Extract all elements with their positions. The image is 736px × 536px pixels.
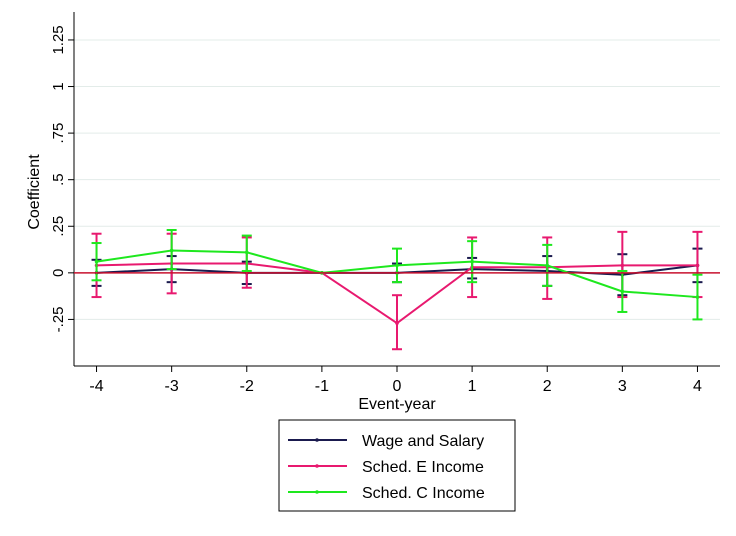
y-tick-label: .25 — [50, 216, 67, 237]
legend-label: Sched. C Income — [362, 485, 485, 502]
legend-marker — [315, 464, 319, 468]
y-axis-label: Coefficient — [26, 154, 43, 230]
data-point — [169, 248, 174, 253]
y-tick-label: 0 — [50, 269, 67, 277]
y-tick-label: .75 — [50, 123, 67, 144]
x-tick-label: 0 — [393, 378, 402, 395]
y-tick-label: 1 — [50, 82, 67, 90]
data-point — [695, 295, 700, 299]
series-2 — [91, 228, 703, 321]
x-axis-ticks: -4 -3 -2 -1 0 1 2 3 4 — [89, 366, 702, 395]
x-tick-label: -3 — [165, 378, 179, 395]
data-point — [545, 263, 550, 268]
legend-marker — [315, 438, 319, 442]
y-tick-label: -.25 — [50, 306, 67, 332]
data-point — [395, 321, 399, 325]
legend: Wage and Salary Sched. E Income Sched. C I… — [278, 419, 516, 512]
x-tick-label: 4 — [693, 378, 702, 395]
x-tick-label: -1 — [315, 378, 329, 395]
data-point — [695, 263, 700, 268]
series — [74, 228, 720, 351]
data-point — [244, 250, 249, 255]
x-tick-label: 3 — [618, 378, 627, 395]
x-tick-label: 1 — [468, 378, 477, 395]
legend-label: Sched. E Income — [362, 459, 484, 476]
x-tick-label: -4 — [89, 378, 103, 395]
x-tick-label: 2 — [543, 378, 552, 395]
y-tick-label: .5 — [50, 173, 67, 186]
data-point — [620, 263, 625, 268]
data-point — [395, 263, 399, 268]
y-tick-label: 1.25 — [50, 25, 67, 54]
legend-label: Wage and Salary — [362, 433, 484, 450]
data-point — [620, 289, 625, 294]
x-tick-label: -2 — [240, 378, 254, 395]
data-point — [470, 259, 474, 264]
legend-marker — [315, 490, 319, 494]
data-point — [94, 259, 99, 264]
y-axis-ticks: -.25 0 .25 .5 .75 1 1.25 — [50, 25, 74, 332]
x-axis-label: Event-year — [358, 396, 436, 413]
